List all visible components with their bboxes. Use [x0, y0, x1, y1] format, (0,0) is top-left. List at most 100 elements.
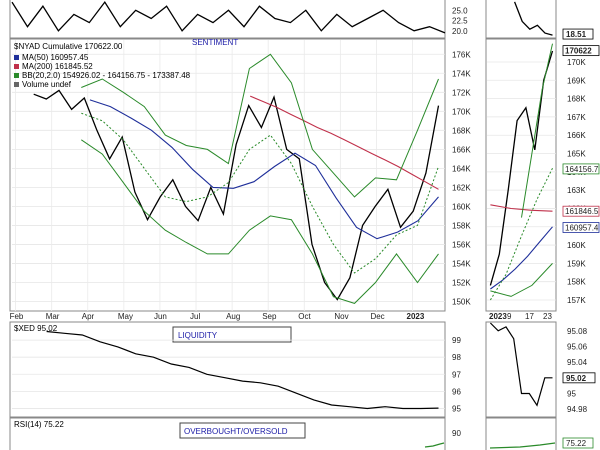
zoom-price-tick-label: 167K — [567, 113, 586, 122]
zoom-price-tick-label: 158K — [567, 278, 586, 287]
zoom-price-tick-label: 165K — [567, 150, 586, 159]
zoom-price-value-box — [562, 45, 600, 57]
zoom-liquidity-value-box — [562, 372, 596, 384]
zoom-price-tick-label: 166K — [567, 131, 586, 140]
x-month-label-feb: Feb — [10, 312, 24, 321]
zoom-liquidity-line — [489, 322, 553, 407]
zoom-liquidity-tick-label: 94.98 — [567, 405, 588, 414]
x-month-label-nov: Nov — [334, 312, 348, 321]
liquidity-tick-label: 95 — [452, 404, 461, 413]
zoom-price-tick-label: 160K — [567, 241, 586, 250]
main-panel-frames — [9, 0, 557, 450]
price-series-bb-middle — [81, 112, 439, 274]
legend-entry-ma-200-161845-52: MA(200) 161845.52 — [22, 62, 93, 71]
price-tick-label: 164K — [452, 164, 471, 173]
zoom-price-tick-label: 159K — [567, 259, 586, 268]
series-layer — [11, 0, 556, 449]
zoom-price-value-label: 160957.4 — [565, 224, 599, 233]
liquidity-tick-label: 98 — [452, 353, 461, 362]
zoom-rsi-value-box — [562, 437, 594, 449]
x-month-label-jun: Jun — [154, 312, 167, 321]
price-tick-label: 176K — [452, 50, 471, 59]
top-indicator-line — [11, 0, 446, 34]
legend-entry-bb-20-2-0-154926-02-164156-75-173387-48: BB(20,2.0) 154926.02 - 164156.75 - 17338… — [22, 71, 191, 80]
zoom-price-tick-label: 170K — [567, 58, 586, 67]
price-tick-label: 162K — [452, 183, 471, 192]
price-series-bb-lower — [81, 139, 439, 304]
annotation-boxes — [172, 326, 306, 439]
x-month-label-may: May — [118, 312, 133, 321]
legend-entry-volume-undef: Volume undef — [22, 80, 72, 89]
zoom-price-value-label: 170622 — [565, 47, 592, 56]
zoom-x-label-9: 9 — [507, 312, 512, 321]
legend-swatch-ma-200-161845-52 — [14, 64, 19, 69]
legend-entry-ma-50-160957-45: MA(50) 160957.45 — [22, 53, 89, 62]
x-month-label-oct: Oct — [298, 312, 311, 321]
x-month-label-mar: Mar — [46, 312, 60, 321]
x-month-label-apr: Apr — [82, 312, 95, 321]
zoom-rsi-value-label: 75.22 — [566, 439, 587, 448]
zoom-x-label-23: 23 — [543, 312, 552, 321]
liquidity-panel-frame — [9, 321, 446, 418]
zoom-x-label-17: 17 — [525, 312, 534, 321]
zoom-price-value-box — [562, 205, 600, 217]
overbought-annotation: OVERBOUGHT/OVERSOLD — [184, 427, 288, 436]
zoom-price-tick-label: 168K — [567, 95, 586, 104]
x-month-label-sep: Sep — [262, 312, 277, 321]
price-tick-label: 174K — [452, 69, 471, 78]
top-indicator-tick-label: 25.0 — [452, 6, 468, 15]
zoom-price-series-bb-upper — [521, 43, 553, 218]
sentiment-annotation: SENTIMENT — [192, 38, 238, 47]
zoom-top-value-box — [562, 28, 594, 40]
rsi-panel-frame — [9, 417, 446, 450]
price-tick-label: 154K — [452, 259, 471, 268]
zoom-liquidity-tick-label: 95.08 — [567, 327, 588, 336]
top-indicator-frame — [9, 0, 446, 39]
legend-swatch-ma-50-160957-45 — [14, 55, 19, 60]
liquidity-panel-title: $XED 95.02 — [14, 324, 58, 333]
zoom-liquidity-frame — [485, 321, 557, 418]
top-indicator-tick-label: 22.5 — [452, 17, 468, 26]
liquidity-tick-label: 99 — [452, 336, 461, 345]
price-tick-label: 160K — [452, 202, 471, 211]
price-tick-label: 166K — [452, 145, 471, 154]
x-month-label-2023: 2023 — [407, 312, 425, 321]
zoom-top-value-label: 18.51 — [566, 30, 587, 39]
liquidity-xed-line — [46, 330, 439, 410]
rsi-tick-label: 90 — [452, 429, 461, 438]
price-panel-title: $NYAD Cumulative 170622.00 — [14, 42, 123, 51]
liquidity-annotation: LIQUIDITY — [178, 331, 218, 340]
price-panel-frame — [9, 38, 446, 312]
x-month-label-dec: Dec — [370, 312, 384, 321]
zoom-price-value-box — [562, 222, 600, 233]
price-series-nyad-cumulative — [33, 89, 440, 301]
zoom-price-value-label: 161846.5 — [565, 207, 599, 216]
zoom-liquidity-value-label: 95.02 — [566, 374, 587, 383]
price-tick-label: 168K — [452, 126, 471, 135]
price-series-ma-50 — [89, 99, 439, 240]
x-month-label-jul: Jul — [190, 312, 200, 321]
zoom-price-series-ma-200 — [490, 204, 553, 212]
zoom-liquidity-tick-label: 95.04 — [567, 358, 588, 367]
zoom-liquidity-tick-label: 95.06 — [567, 343, 588, 352]
legend-swatch-bb-20-2-0-154926-02-164156-75-173387-48 — [14, 73, 19, 78]
zoom-price-value-label: 164156.7 — [565, 165, 599, 174]
price-tick-label: 150K — [452, 297, 471, 306]
liquidity-tick-label: 97 — [452, 370, 461, 379]
price-tick-label: 158K — [452, 221, 471, 230]
zoom-price-series-ma-50 — [490, 226, 553, 290]
zoom-price-frame — [485, 38, 557, 312]
zoom-rsi-line — [489, 442, 556, 449]
price-tick-label: 170K — [452, 107, 471, 116]
rsi-panel-title: RSI(14) 75.22 — [14, 420, 64, 429]
price-series-bb-upper — [81, 53, 439, 198]
liquidity-tick-label: 96 — [452, 387, 461, 396]
zoom-top-line — [513, 1, 553, 36]
price-tick-label: 152K — [452, 278, 471, 287]
label-layer: 20.022.5 25.0 150K 152K 154K 156K 158K 160K 162K… — [10, 6, 600, 449]
zoom-liquidity-tick-label: 95 — [567, 390, 576, 399]
overbought-annotation-box — [179, 422, 306, 439]
zoom-price-value-box — [562, 163, 600, 175]
